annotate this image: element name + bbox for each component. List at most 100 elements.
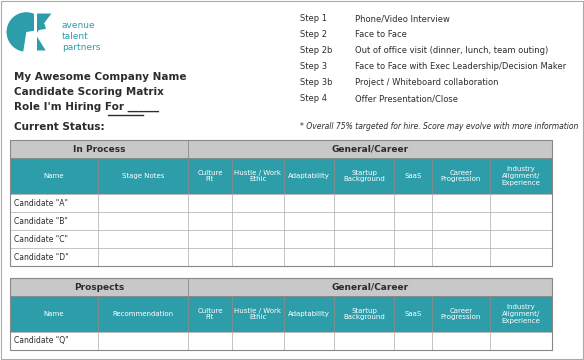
- FancyBboxPatch shape: [98, 296, 188, 332]
- Text: partners: partners: [62, 43, 100, 52]
- FancyBboxPatch shape: [10, 158, 98, 194]
- FancyBboxPatch shape: [98, 194, 188, 212]
- Text: SaaS: SaaS: [404, 311, 422, 317]
- Text: Step 3b: Step 3b: [300, 78, 332, 87]
- FancyBboxPatch shape: [232, 212, 284, 230]
- Text: Name: Name: [44, 311, 64, 317]
- Text: Face to Face with Exec Leadership/Decision Maker: Face to Face with Exec Leadership/Decisi…: [355, 62, 566, 71]
- FancyBboxPatch shape: [188, 248, 232, 266]
- Text: Step 2: Step 2: [300, 30, 327, 39]
- Text: General/Career: General/Career: [332, 144, 409, 153]
- FancyBboxPatch shape: [394, 158, 432, 194]
- Text: Startup
Background: Startup Background: [343, 308, 385, 320]
- Text: Candidate Scoring Matrix: Candidate Scoring Matrix: [14, 87, 164, 97]
- FancyBboxPatch shape: [432, 212, 490, 230]
- FancyBboxPatch shape: [188, 278, 552, 296]
- Text: Candidate "A": Candidate "A": [14, 198, 68, 207]
- FancyBboxPatch shape: [10, 212, 98, 230]
- FancyBboxPatch shape: [284, 194, 334, 212]
- FancyBboxPatch shape: [98, 158, 188, 194]
- Text: Out of office visit (dinner, lunch, team outing): Out of office visit (dinner, lunch, team…: [355, 46, 548, 55]
- Text: General/Career: General/Career: [332, 283, 409, 292]
- Text: Candidate "B": Candidate "B": [14, 216, 68, 225]
- FancyBboxPatch shape: [394, 212, 432, 230]
- FancyBboxPatch shape: [394, 230, 432, 248]
- FancyBboxPatch shape: [232, 248, 284, 266]
- FancyBboxPatch shape: [10, 194, 98, 212]
- FancyBboxPatch shape: [10, 332, 98, 350]
- Text: Prospects: Prospects: [74, 283, 124, 292]
- Polygon shape: [6, 12, 46, 51]
- Text: Hustle / Work
Ethic: Hustle / Work Ethic: [235, 170, 281, 183]
- FancyBboxPatch shape: [98, 332, 188, 350]
- Text: Face to Face: Face to Face: [355, 30, 407, 39]
- FancyBboxPatch shape: [98, 248, 188, 266]
- FancyBboxPatch shape: [188, 212, 232, 230]
- Text: talent: talent: [62, 32, 89, 41]
- Text: Culture
Fit: Culture Fit: [197, 308, 223, 320]
- FancyBboxPatch shape: [490, 212, 552, 230]
- Text: Step 3: Step 3: [300, 62, 327, 71]
- Text: Recommendation: Recommendation: [113, 311, 173, 317]
- FancyBboxPatch shape: [232, 296, 284, 332]
- FancyBboxPatch shape: [490, 332, 552, 350]
- FancyBboxPatch shape: [284, 296, 334, 332]
- Polygon shape: [37, 14, 51, 33]
- FancyBboxPatch shape: [284, 332, 334, 350]
- Text: Step 4: Step 4: [300, 94, 327, 103]
- Text: Name: Name: [44, 173, 64, 179]
- FancyBboxPatch shape: [490, 158, 552, 194]
- Text: Role I'm Hiring For ______: Role I'm Hiring For ______: [14, 102, 159, 112]
- FancyBboxPatch shape: [10, 278, 188, 296]
- FancyBboxPatch shape: [432, 332, 490, 350]
- FancyBboxPatch shape: [34, 12, 37, 52]
- FancyBboxPatch shape: [432, 158, 490, 194]
- FancyBboxPatch shape: [284, 248, 334, 266]
- FancyBboxPatch shape: [394, 194, 432, 212]
- FancyBboxPatch shape: [490, 230, 552, 248]
- FancyBboxPatch shape: [232, 194, 284, 212]
- FancyBboxPatch shape: [284, 212, 334, 230]
- FancyBboxPatch shape: [232, 332, 284, 350]
- Text: Candidate "D": Candidate "D": [14, 252, 69, 261]
- FancyBboxPatch shape: [232, 230, 284, 248]
- FancyBboxPatch shape: [334, 212, 394, 230]
- FancyBboxPatch shape: [10, 296, 98, 332]
- Text: Step 2b: Step 2b: [300, 46, 332, 55]
- FancyBboxPatch shape: [188, 158, 232, 194]
- FancyBboxPatch shape: [334, 248, 394, 266]
- FancyBboxPatch shape: [188, 332, 232, 350]
- Text: Candidate "Q": Candidate "Q": [14, 337, 69, 346]
- FancyBboxPatch shape: [98, 230, 188, 248]
- Text: Stage Notes: Stage Notes: [122, 173, 164, 179]
- FancyBboxPatch shape: [98, 212, 188, 230]
- FancyBboxPatch shape: [490, 248, 552, 266]
- FancyBboxPatch shape: [490, 194, 552, 212]
- Text: Step 1: Step 1: [300, 14, 327, 23]
- FancyBboxPatch shape: [284, 158, 334, 194]
- FancyBboxPatch shape: [394, 248, 432, 266]
- Text: Industry
Alignment/
Experience: Industry Alignment/ Experience: [502, 166, 540, 186]
- FancyBboxPatch shape: [394, 296, 432, 332]
- FancyBboxPatch shape: [10, 230, 98, 248]
- FancyBboxPatch shape: [188, 194, 232, 212]
- Text: Adaptability: Adaptability: [288, 311, 330, 317]
- Text: Adaptability: Adaptability: [288, 173, 330, 179]
- Text: Offer Presentation/Close: Offer Presentation/Close: [355, 94, 458, 103]
- Text: Industry
Alignment/
Experience: Industry Alignment/ Experience: [502, 304, 540, 324]
- FancyBboxPatch shape: [232, 158, 284, 194]
- Text: Phone/Video Interview: Phone/Video Interview: [355, 14, 450, 23]
- FancyBboxPatch shape: [334, 230, 394, 248]
- FancyBboxPatch shape: [334, 296, 394, 332]
- Text: Career
Progression: Career Progression: [441, 308, 481, 320]
- Text: Startup
Background: Startup Background: [343, 170, 385, 183]
- FancyBboxPatch shape: [432, 194, 490, 212]
- Text: Hustle / Work
Ethic: Hustle / Work Ethic: [235, 308, 281, 320]
- Text: Culture
Fit: Culture Fit: [197, 170, 223, 183]
- FancyBboxPatch shape: [432, 248, 490, 266]
- Text: Project / Whiteboard collaboration: Project / Whiteboard collaboration: [355, 78, 499, 87]
- Text: * Overall 75% targeted for hire. Score may evolve with more information: * Overall 75% targeted for hire. Score m…: [300, 122, 578, 131]
- FancyBboxPatch shape: [10, 140, 188, 158]
- FancyBboxPatch shape: [334, 194, 394, 212]
- FancyBboxPatch shape: [334, 332, 394, 350]
